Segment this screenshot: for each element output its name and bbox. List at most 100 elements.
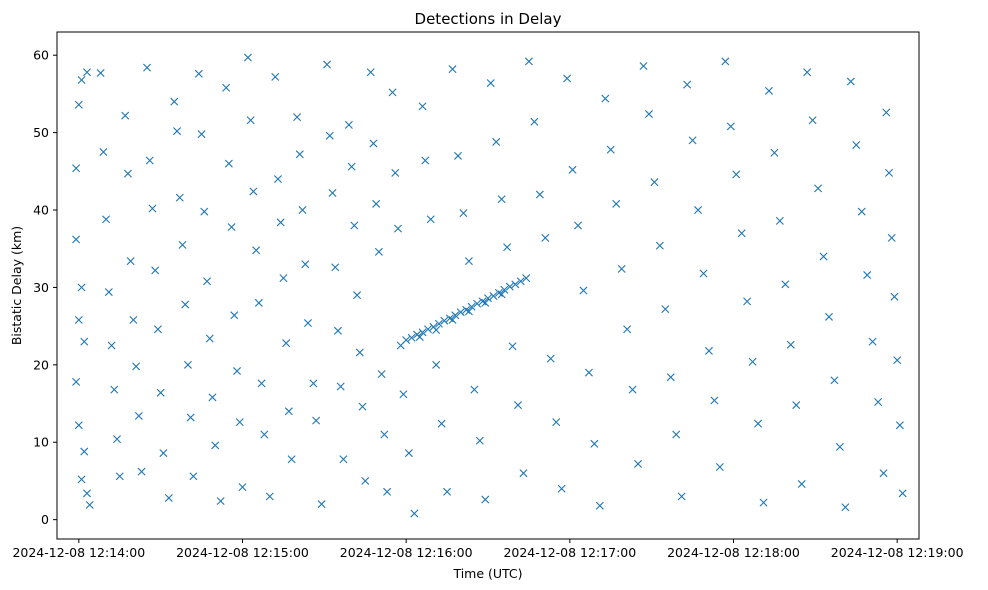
data-point <box>617 264 626 273</box>
data-point <box>407 333 416 342</box>
data-point <box>721 57 730 66</box>
data-point <box>132 362 141 371</box>
data-point <box>391 168 400 177</box>
data-point <box>170 97 179 106</box>
data-point <box>102 215 111 224</box>
data-point <box>743 297 752 306</box>
x-tick-label: 2024-12-08 12:17:00 <box>503 545 636 560</box>
data-point <box>328 189 337 197</box>
data-point <box>85 500 94 509</box>
data-point <box>284 407 293 416</box>
data-point <box>824 312 833 321</box>
data-point <box>546 354 555 363</box>
data-point <box>186 413 195 422</box>
data-point <box>492 137 501 146</box>
data-point <box>347 162 356 171</box>
data-point <box>355 348 364 357</box>
data-point <box>893 356 902 365</box>
data-point <box>151 266 160 275</box>
y-tick-label: 30 <box>33 280 49 295</box>
data-point <box>846 77 855 86</box>
data-point <box>134 411 143 420</box>
data-point <box>516 277 525 286</box>
data-point <box>74 421 83 430</box>
data-point <box>473 299 482 308</box>
data-point <box>563 74 572 83</box>
data-point <box>475 436 484 445</box>
data-point <box>72 377 81 386</box>
data-point <box>216 497 225 506</box>
data-point <box>415 332 424 341</box>
data-point <box>456 308 465 317</box>
data-point <box>173 127 182 136</box>
data-point <box>295 150 304 159</box>
data-point <box>497 195 506 204</box>
data-point <box>107 341 116 350</box>
data-point <box>287 455 296 464</box>
data-point <box>83 489 91 498</box>
data-point <box>156 388 165 397</box>
data-point <box>590 439 599 448</box>
data-point <box>421 156 430 165</box>
data-point <box>530 117 539 126</box>
data-point <box>437 419 446 428</box>
data-point <box>350 221 359 230</box>
data-point <box>814 184 823 193</box>
data-point <box>857 207 866 216</box>
data-point <box>143 63 152 72</box>
data-point <box>803 68 812 77</box>
data-point <box>77 76 86 84</box>
data-point <box>535 190 544 199</box>
data-point <box>410 509 419 518</box>
data-point <box>377 370 386 379</box>
data-point <box>639 62 648 71</box>
data-point <box>434 319 443 328</box>
data-point <box>541 233 550 242</box>
data-point <box>72 235 81 244</box>
data-point <box>426 215 435 224</box>
data-point <box>325 131 334 140</box>
data-point <box>372 199 381 208</box>
data-point <box>99 147 108 156</box>
data-point <box>574 221 583 230</box>
data-point <box>890 292 899 301</box>
data-point <box>388 88 397 97</box>
data-point <box>273 175 282 184</box>
chart-title: Detections in Delay <box>415 10 562 28</box>
data-point <box>754 419 763 428</box>
data-point <box>393 224 402 233</box>
data-point <box>448 65 457 74</box>
data-point <box>418 328 427 337</box>
data-point <box>197 130 206 139</box>
data-point <box>497 290 506 299</box>
data-point <box>246 116 255 125</box>
data-point <box>276 218 285 227</box>
data-point <box>339 455 348 464</box>
data-point <box>211 441 220 450</box>
data-point <box>323 60 332 69</box>
data-point <box>655 241 664 250</box>
data-point <box>183 360 192 369</box>
y-tick-label: 60 <box>33 48 49 63</box>
data-point <box>895 421 904 430</box>
data-point <box>726 122 735 131</box>
data-point <box>489 291 498 300</box>
data-point <box>361 476 370 485</box>
data-point <box>148 204 157 213</box>
data-point <box>200 207 209 216</box>
data-point <box>293 113 302 122</box>
data-point <box>481 298 490 307</box>
data-markers <box>72 53 907 518</box>
data-point <box>432 326 441 334</box>
data-point <box>110 385 119 394</box>
data-point <box>486 79 495 88</box>
data-point <box>164 493 173 502</box>
data-point <box>233 367 242 376</box>
data-point <box>353 291 362 300</box>
data-point <box>552 418 561 427</box>
data-point <box>699 269 708 278</box>
data-point <box>606 145 615 154</box>
data-point <box>595 501 604 510</box>
data-point <box>205 334 214 343</box>
y-axis-ticks: 0 10 20 30 40 50 60 <box>33 48 57 527</box>
